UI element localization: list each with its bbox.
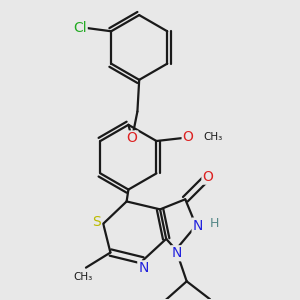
Text: O: O — [183, 130, 194, 144]
Text: N: N — [193, 219, 203, 232]
Text: CH₃: CH₃ — [203, 132, 223, 142]
Text: O: O — [127, 131, 137, 146]
Text: H: H — [210, 217, 219, 230]
Text: CH₃: CH₃ — [74, 272, 93, 282]
Text: N: N — [171, 246, 182, 260]
Text: S: S — [92, 215, 101, 229]
Text: N: N — [138, 261, 149, 275]
Text: O: O — [202, 169, 213, 184]
Text: Cl: Cl — [73, 21, 87, 35]
